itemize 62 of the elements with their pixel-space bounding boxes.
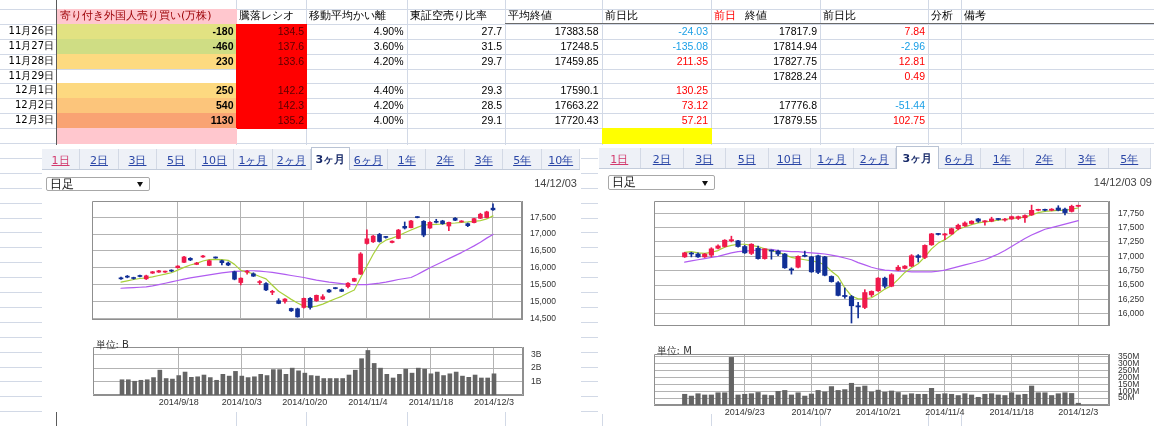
text: 12.81 — [898, 54, 925, 67]
category-label: 移動平均かい離 — [309, 8, 386, 24]
text: 0.49 — [904, 69, 925, 82]
text: 31.5 — [481, 39, 502, 52]
text: 17720.43 — [554, 114, 599, 127]
text: 4.00% — [373, 114, 404, 127]
text: 27.7 — [481, 24, 502, 37]
text: -2.96 — [901, 39, 925, 52]
text: 73.12 — [681, 99, 708, 112]
text: 17879.55 — [773, 114, 817, 127]
text: 4.20% — [373, 99, 404, 112]
text: 17828.24 — [773, 69, 817, 82]
highlighted-cell: 1130 — [57, 113, 237, 130]
category-label: 11月28日 — [8, 54, 54, 66]
text: 17590.1 — [560, 84, 599, 97]
text: 3.60% — [373, 39, 404, 52]
category-label: 12月1日 — [14, 84, 54, 96]
highlighted-cell: 142.2 — [235, 83, 307, 100]
highlighted-cell: 142.3 — [235, 98, 307, 115]
text: 4.40% — [373, 84, 404, 97]
text: 前日 — [714, 8, 736, 24]
category-label: 寄り付き外国人売り買い(万株) — [60, 8, 212, 24]
text: 29.3 — [481, 84, 502, 97]
text: 57.21 — [681, 114, 708, 127]
category-label: 終値 — [745, 8, 767, 24]
text: 17814.94 — [773, 39, 817, 52]
text: 17776.8 — [779, 99, 817, 112]
category-label: 前日比 — [604, 8, 638, 24]
text: 17817.9 — [779, 24, 817, 37]
category-label: 11月26日 — [8, 24, 54, 36]
highlighted-cell: 135.2 — [235, 113, 307, 130]
text: -51.44 — [895, 99, 925, 112]
text: 211.35 — [676, 54, 708, 67]
text: 4.90% — [373, 24, 404, 37]
highlighted-cell: 540 — [57, 98, 237, 115]
category-label: 12月2日 — [14, 99, 54, 111]
text: 17459.85 — [554, 54, 599, 67]
category-label: 前日比 — [823, 8, 856, 24]
highlighted-cell: 250 — [57, 83, 237, 100]
category-label: 11月27日 — [8, 39, 54, 51]
text: 17827.75 — [773, 54, 817, 67]
text: 130.25 — [675, 84, 708, 97]
category-label: 騰落レシオ — [238, 8, 294, 24]
text: 4.20% — [373, 54, 404, 67]
text: 102.75 — [892, 114, 925, 127]
text: -24.03 — [678, 24, 708, 37]
category-label: 11月29日 — [8, 69, 54, 81]
category-label: 12月3日 — [14, 114, 54, 126]
text: -135.08 — [672, 39, 708, 52]
text: 7.84 — [904, 24, 925, 37]
text: 17383.58 — [554, 24, 599, 37]
category-label: 東証空売り比率 — [409, 8, 487, 24]
category-label: 備考 — [964, 8, 986, 24]
text: 17248.5 — [560, 39, 599, 52]
text: 29.7 — [481, 54, 502, 67]
highlighted-cell: 134.5 — [235, 23, 307, 40]
category-label: 分析 — [931, 8, 953, 24]
category-label: 平均終値 — [508, 8, 552, 24]
text: 17663.22 — [554, 99, 599, 112]
text: 28.5 — [481, 99, 502, 112]
highlighted-cell: 寄り付き外国人売り買い(万株) — [57, 8, 237, 25]
text: 29.1 — [481, 114, 502, 127]
